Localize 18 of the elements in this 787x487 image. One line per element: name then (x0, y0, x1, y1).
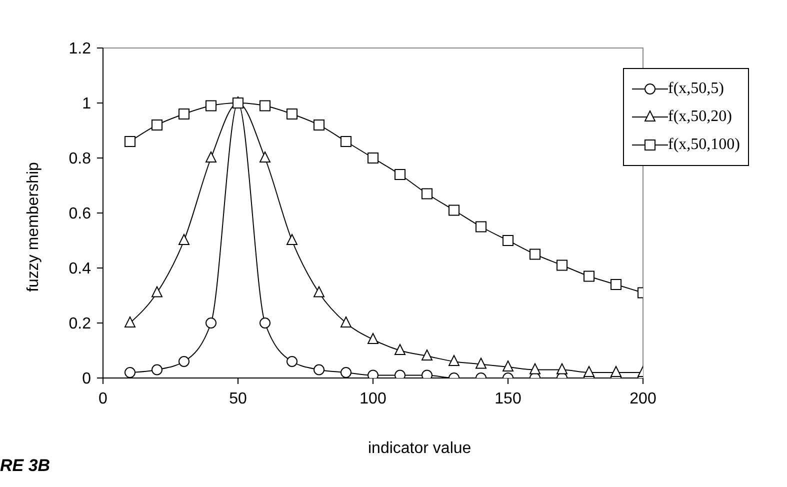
legend-label: f(x,50,5) (668, 80, 724, 98)
x-axis-title: indicator value (368, 440, 472, 458)
y-tick-label: 0.2 (68, 316, 92, 333)
legend-label: f(x,50,20) (668, 108, 732, 126)
y-tick-label: 0.8 (68, 150, 92, 168)
x-tick-label: 200 (630, 390, 656, 408)
legend-label: f(x,50,100) (668, 136, 740, 154)
text: RE 3B (0, 456, 50, 476)
y-tick-label: 1 (82, 96, 92, 113)
y-tick-label: 0 (82, 370, 92, 388)
x-tick-label: 0 (98, 390, 108, 408)
y-axis-title: fuzzy membership (25, 161, 43, 294)
y-tick-label: 0.4 (68, 260, 92, 278)
x-tick-label: 50 (229, 390, 248, 408)
x-tick-label: 150 (494, 390, 522, 408)
y-tick-label: 0.6 (68, 206, 92, 223)
x-tick-label: 100 (360, 390, 386, 408)
y-tick-label: 1.2 (68, 40, 92, 58)
